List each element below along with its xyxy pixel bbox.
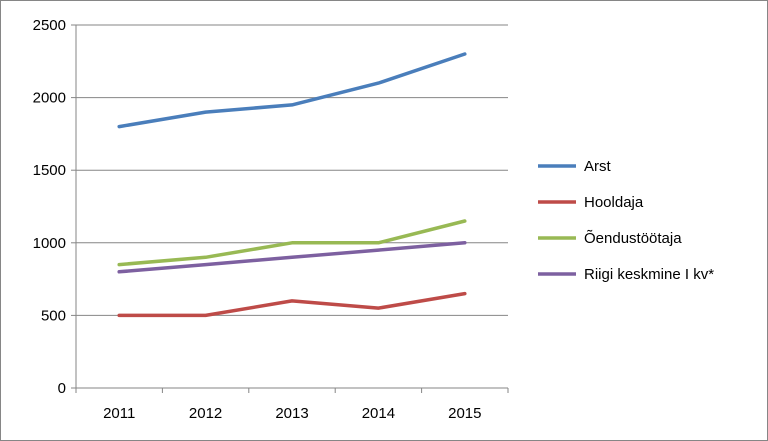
series-line-1	[117, 52, 467, 129]
legend-label: Õendustöötaja	[584, 230, 682, 247]
x-tick-label: 2013	[275, 405, 308, 422]
series-lines	[117, 52, 467, 318]
x-tick-label: 2011	[103, 405, 135, 422]
y-tick-labels: 0 500 1000 1500 2000 2500	[33, 17, 66, 397]
series-line-3	[117, 219, 467, 267]
x-tick-label: 2014	[362, 405, 395, 422]
y-tick-label: 2500	[33, 17, 66, 34]
y-tick-label: 1000	[33, 235, 66, 252]
legend-label: Riigi keskmine I kv*	[584, 266, 714, 283]
y-tick-label: 2000	[33, 90, 66, 107]
legend: Arst Hooldaja Õendustöötaja Riigi keskmine …	[538, 158, 714, 283]
axes	[71, 24, 509, 393]
legend-label: Hooldaja	[584, 194, 644, 211]
legend-label: Arst	[584, 158, 612, 175]
x-tick-label: 2015	[448, 405, 481, 422]
series-line-4	[117, 241, 467, 274]
x-tick-label: 2012	[189, 405, 222, 422]
y-tick-label: 500	[41, 307, 66, 324]
y-tick-label: 1500	[33, 162, 66, 179]
x-tick-labels: 2011 2012 2013 2014 2015	[103, 405, 481, 422]
y-tick-label: 0	[58, 380, 66, 397]
series-line-2	[117, 291, 467, 318]
gridlines	[76, 24, 508, 316]
